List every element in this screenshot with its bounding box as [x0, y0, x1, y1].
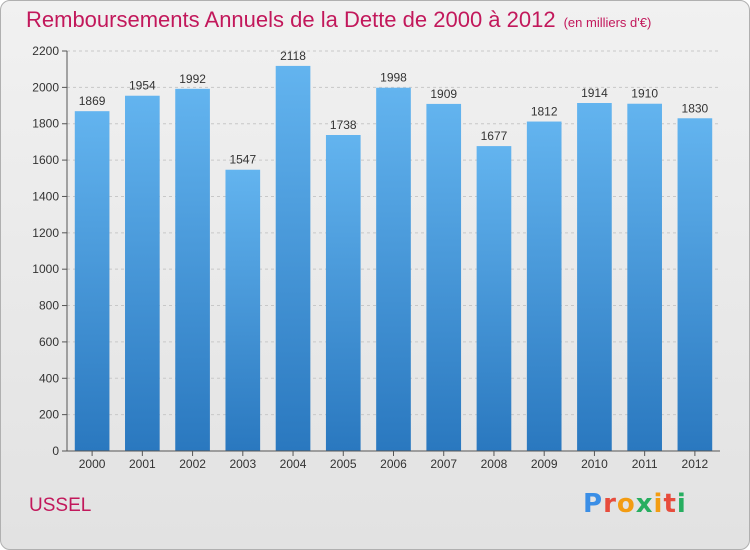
y-tick-label: 800	[39, 299, 59, 313]
y-tick-label: 1000	[32, 262, 59, 276]
data-label-2000: 1869	[79, 94, 106, 108]
data-labels: 1869 1954 1992 1547 2118 1738 1998 1909 1677 1812…	[79, 49, 709, 167]
logo-letter: i	[676, 489, 687, 519]
data-label-2006: 1998	[380, 71, 407, 85]
logo-letter: P	[583, 489, 604, 519]
chart-subtitle: (en milliers d'€)	[563, 15, 652, 30]
data-label-2005: 1738	[330, 118, 357, 132]
bar-2012	[677, 118, 713, 451]
data-label-2001: 1954	[129, 79, 156, 93]
y-tick-label: 2000	[32, 80, 59, 94]
x-tick-label: 2007	[430, 457, 457, 471]
x-tick-label: 2004	[280, 457, 307, 471]
x-tick-label: 2012	[682, 457, 709, 471]
x-tick-label: 2008	[481, 457, 508, 471]
data-label-2007: 1909	[430, 87, 457, 101]
logo-letter: r	[603, 489, 617, 519]
y-tick-label: 400	[39, 371, 59, 385]
data-label-2004: 2118	[280, 49, 306, 63]
logo-letter: t	[663, 489, 677, 519]
logo-letter: i	[653, 489, 664, 519]
data-label-2009: 1812	[531, 105, 558, 119]
x-axis: 2000 2001 2002 2003 2004 2005 2006 2007 2008 2009…	[67, 450, 720, 471]
y-axis: 0 200 400 600 800 1000 1200 1400 1600 1800 2000 220…	[32, 44, 68, 458]
bar-2011	[627, 103, 662, 452]
y-tick-label: 0	[52, 444, 59, 458]
x-tick-label: 2010	[581, 457, 608, 471]
chart-title: Remboursements Annuels de la Dette de 20…	[26, 7, 651, 33]
bar-2008	[476, 146, 512, 451]
data-label-2003: 1547	[229, 153, 256, 167]
bar-2006	[376, 87, 411, 452]
data-label-2012: 1830	[682, 101, 709, 115]
x-tick-label: 2009	[531, 457, 558, 471]
proxiti-logo: Proxiti	[583, 489, 687, 519]
x-tick-label: 2002	[179, 457, 206, 471]
x-tick-label: 2003	[229, 457, 256, 471]
x-tick-label: 2001	[129, 457, 156, 471]
chart-title-text: Remboursements Annuels de la Dette de 20…	[26, 7, 556, 32]
x-tick-label: 2005	[330, 457, 357, 471]
y-tick-label: 1200	[32, 226, 59, 240]
bar-2010	[577, 103, 612, 451]
data-label-2011: 1910	[631, 87, 658, 101]
data-label-2008: 1677	[481, 129, 508, 143]
bar-2003	[225, 169, 261, 451]
y-tick-label: 1800	[32, 117, 59, 131]
y-tick-label: 1600	[32, 153, 59, 167]
logo-letter: x	[635, 489, 654, 519]
y-tick-label: 200	[39, 408, 59, 422]
data-label-2010: 1914	[581, 86, 608, 100]
logo-letter: o	[616, 489, 636, 519]
bar-2005	[325, 135, 361, 451]
y-tick-label: 1400	[32, 189, 59, 203]
y-tick-label: 600	[39, 335, 59, 349]
y-tick-label: 2200	[32, 44, 59, 58]
x-tick-label: 2000	[79, 457, 106, 471]
bar-2001	[125, 95, 160, 452]
bar-2002	[175, 88, 210, 452]
bar-2000	[74, 111, 110, 451]
place-name: USSEL	[29, 495, 92, 516]
bar-2007	[426, 103, 462, 451]
bar-2004	[275, 65, 311, 451]
x-tick-label: 2011	[632, 457, 658, 471]
bars	[74, 65, 713, 452]
data-label-2002: 1992	[179, 72, 206, 86]
bar-2009	[526, 121, 562, 451]
x-tick-label: 2006	[380, 457, 407, 471]
